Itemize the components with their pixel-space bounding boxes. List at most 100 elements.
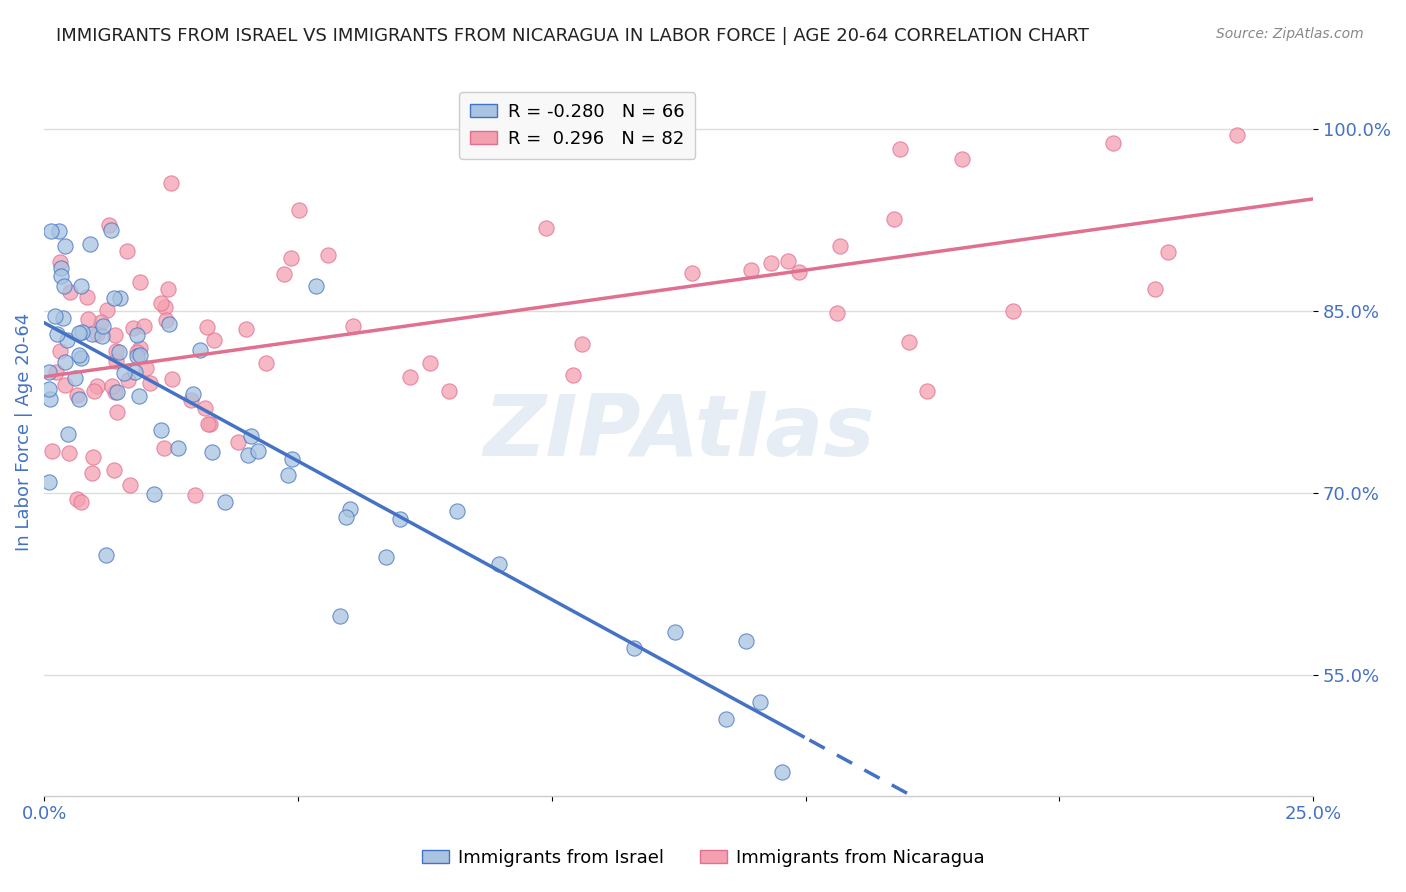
Legend: R = -0.280   N = 66, R =  0.296   N = 82: R = -0.280 N = 66, R = 0.296 N = 82	[458, 92, 695, 159]
Immigrants from Israel	[714, 712, 737, 726]
Immigrants from Nicaragua	[197, 417, 219, 432]
Immigrants from Israel	[214, 495, 236, 509]
Immigrants from Nicaragua	[59, 285, 82, 299]
Immigrants from Nicaragua	[49, 255, 72, 269]
Immigrants from Nicaragua	[127, 345, 149, 359]
Immigrants from Israel	[128, 390, 150, 404]
Immigrants from Nicaragua	[571, 337, 593, 351]
Immigrants from Israel	[44, 310, 66, 324]
Immigrants from Israel	[90, 329, 112, 343]
Immigrants from Israel	[38, 475, 60, 490]
Immigrants from Israel	[80, 327, 103, 342]
Immigrants from Israel	[53, 355, 76, 369]
Immigrants from Nicaragua	[80, 466, 103, 480]
Immigrants from Israel	[247, 444, 270, 458]
Immigrants from Nicaragua	[254, 356, 277, 370]
Immigrants from Nicaragua	[121, 320, 143, 334]
Immigrants from Nicaragua	[120, 478, 142, 492]
Immigrants from Israel	[277, 468, 299, 483]
Immigrants from Nicaragua	[1144, 282, 1167, 296]
Immigrants from Nicaragua	[273, 267, 295, 281]
Immigrants from Nicaragua	[889, 142, 911, 156]
Immigrants from Israel	[38, 366, 60, 380]
Immigrants from Nicaragua	[117, 244, 139, 258]
Immigrants from Nicaragua	[184, 488, 207, 502]
Immigrants from Nicaragua	[280, 251, 302, 265]
Immigrants from Israel	[157, 317, 180, 331]
Immigrants from Israel	[748, 695, 770, 709]
Immigrants from Israel	[67, 326, 90, 340]
Immigrants from Nicaragua	[83, 384, 105, 398]
Immigrants from Israel	[70, 351, 93, 365]
Immigrants from Israel	[63, 371, 86, 385]
Immigrants from Israel	[335, 510, 357, 524]
Immigrants from Nicaragua	[202, 333, 225, 347]
Immigrants from Israel	[79, 236, 101, 251]
Immigrants from Israel	[623, 640, 645, 655]
Immigrants from Nicaragua	[1157, 244, 1180, 259]
Immigrants from Israel	[51, 261, 73, 276]
Immigrants from Nicaragua	[41, 444, 63, 458]
Immigrants from Nicaragua	[787, 265, 810, 279]
Immigrants from Nicaragua	[180, 392, 202, 407]
Immigrants from Nicaragua	[101, 378, 124, 392]
Immigrants from Israel	[70, 279, 93, 293]
Immigrants from Israel	[183, 386, 205, 401]
Immigrants from Israel	[114, 366, 136, 380]
Immigrants from Nicaragua	[534, 221, 557, 235]
Immigrants from Nicaragua	[228, 435, 250, 450]
Immigrants from Nicaragua	[883, 212, 905, 227]
Immigrants from Nicaragua	[86, 379, 108, 393]
Immigrants from Israel	[238, 448, 260, 462]
Immigrants from Nicaragua	[77, 311, 100, 326]
Immigrants from Nicaragua	[153, 441, 176, 455]
Immigrants from Nicaragua	[681, 266, 703, 280]
Immigrants from Nicaragua	[48, 344, 70, 359]
Text: IMMIGRANTS FROM ISRAEL VS IMMIGRANTS FROM NICARAGUA IN LABOR FORCE | AGE 20-64 C: IMMIGRANTS FROM ISRAEL VS IMMIGRANTS FRO…	[56, 27, 1090, 45]
Immigrants from Nicaragua	[160, 371, 183, 385]
Immigrants from Nicaragua	[235, 321, 257, 335]
Immigrants from Nicaragua	[129, 341, 152, 355]
Text: Source: ZipAtlas.com: Source: ZipAtlas.com	[1216, 27, 1364, 41]
Immigrants from Nicaragua	[53, 378, 76, 392]
Immigrants from Israel	[239, 429, 262, 443]
Immigrants from Nicaragua	[825, 306, 848, 320]
Immigrants from Nicaragua	[138, 376, 160, 390]
Immigrants from Nicaragua	[155, 313, 177, 327]
Immigrants from Nicaragua	[195, 319, 218, 334]
Immigrants from Israel	[55, 333, 77, 347]
Immigrants from Israel	[100, 223, 122, 237]
Immigrants from Nicaragua	[562, 368, 585, 382]
Immigrants from Nicaragua	[776, 254, 799, 268]
Y-axis label: In Labor Force | Age 20-64: In Labor Force | Age 20-64	[15, 313, 32, 551]
Immigrants from Israel	[143, 487, 166, 501]
Immigrants from Israel	[129, 348, 152, 362]
Immigrants from Nicaragua	[288, 203, 311, 218]
Immigrants from Israel	[125, 328, 148, 343]
Immigrants from Nicaragua	[437, 384, 460, 399]
Immigrants from Israel	[127, 349, 149, 363]
Immigrants from Nicaragua	[117, 373, 139, 387]
Immigrants from Israel	[150, 423, 173, 437]
Immigrants from Israel	[201, 444, 224, 458]
Immigrants from Nicaragua	[1226, 128, 1249, 143]
Immigrants from Nicaragua	[399, 369, 422, 384]
Immigrants from Nicaragua	[45, 365, 67, 379]
Immigrants from Nicaragua	[897, 334, 920, 349]
Immigrants from Israel	[48, 224, 70, 238]
Immigrants from Israel	[108, 291, 131, 305]
Immigrants from Israel	[124, 365, 146, 379]
Immigrants from Israel	[51, 268, 73, 283]
Immigrants from Israel	[488, 558, 510, 572]
Immigrants from Nicaragua	[419, 356, 441, 370]
Immigrants from Nicaragua	[66, 492, 89, 507]
Immigrants from Nicaragua	[105, 404, 128, 418]
Immigrants from Israel	[38, 382, 60, 396]
Immigrants from Nicaragua	[69, 495, 91, 509]
Immigrants from Israel	[52, 311, 75, 326]
Immigrants from Nicaragua	[153, 300, 176, 314]
Immigrants from Nicaragua	[129, 275, 152, 289]
Immigrants from Israel	[39, 224, 62, 238]
Immigrants from Israel	[58, 426, 80, 441]
Immigrants from Nicaragua	[105, 353, 128, 368]
